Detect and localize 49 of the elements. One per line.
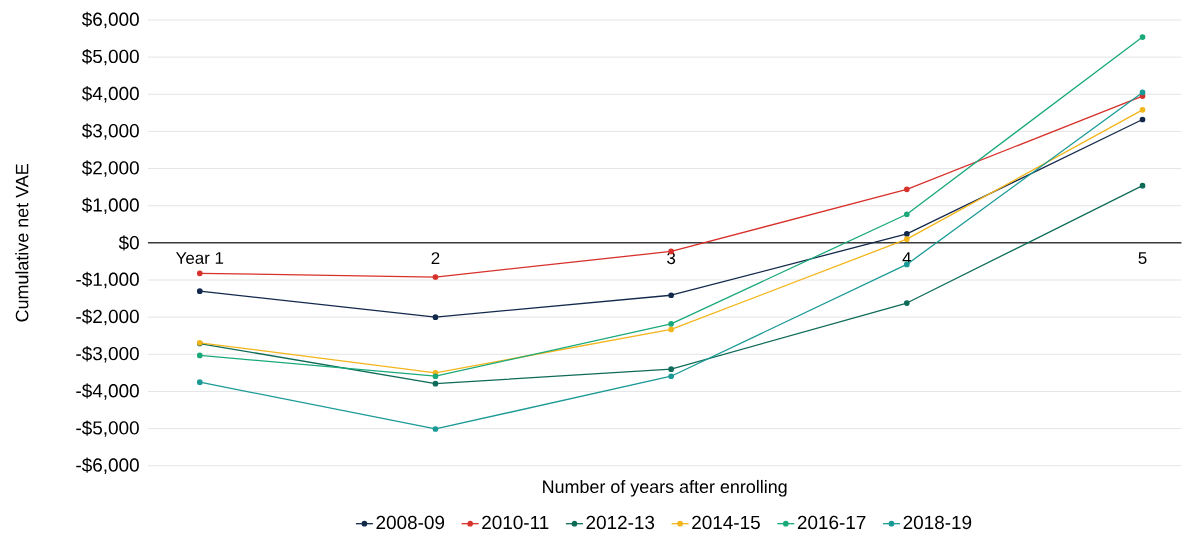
point — [668, 373, 674, 380]
point — [668, 326, 674, 333]
point — [432, 373, 439, 380]
y-tick-label: $2,000 — [81, 160, 139, 177]
y-tick-label: $6,000 — [81, 11, 139, 29]
y-tick-label: -$2,000 — [76, 309, 139, 326]
point — [1139, 116, 1146, 123]
point — [904, 300, 910, 307]
legend-label: 2016-17 — [797, 515, 866, 530]
x-tick-label: 2 — [431, 252, 440, 265]
x-tick-label: Year 1 — [175, 252, 224, 265]
y-tick-label: $5,000 — [81, 49, 139, 66]
point — [432, 314, 439, 321]
y-tick-label: $3,000 — [81, 123, 139, 140]
x-tick-label: 5 — [1138, 252, 1147, 265]
point — [904, 211, 910, 218]
point — [904, 236, 910, 243]
point — [668, 292, 674, 299]
legend-label: 2010-11 — [482, 515, 549, 530]
y-tick-label: -$5,000 — [76, 420, 139, 437]
y-tick-label: $1,000 — [81, 197, 139, 215]
point — [196, 288, 203, 295]
legend-label: 2008-09 — [376, 515, 445, 530]
y-tick-label: -$6,000 — [76, 457, 139, 475]
point — [432, 380, 439, 387]
y-tick-label: $4,000 — [81, 86, 139, 103]
point — [196, 270, 203, 277]
legend-label: 2012-13 — [586, 515, 655, 530]
point — [1139, 34, 1146, 41]
point — [668, 321, 674, 327]
point — [196, 352, 203, 359]
point — [196, 379, 203, 386]
y-tick-label: -$3,000 — [76, 346, 139, 363]
point — [904, 231, 910, 237]
point — [432, 426, 439, 432]
point — [432, 274, 439, 281]
y-tick-label: -$4,000 — [76, 383, 139, 400]
point — [1139, 89, 1146, 96]
legend-label: 2014-15 — [692, 515, 760, 530]
point — [668, 366, 674, 373]
y-tick-label: $0 — [118, 235, 139, 251]
point — [1139, 182, 1146, 189]
point — [1139, 107, 1146, 113]
y-tick-label: -$1,000 — [76, 271, 139, 289]
x-tick-label: 4 — [902, 252, 912, 264]
legend-label: 2018-19 — [903, 515, 972, 530]
x-axis-title: Number of years after enrolling — [543, 480, 787, 497]
y-axis-title: Cumulative net VAE — [15, 164, 29, 322]
point — [904, 186, 910, 193]
